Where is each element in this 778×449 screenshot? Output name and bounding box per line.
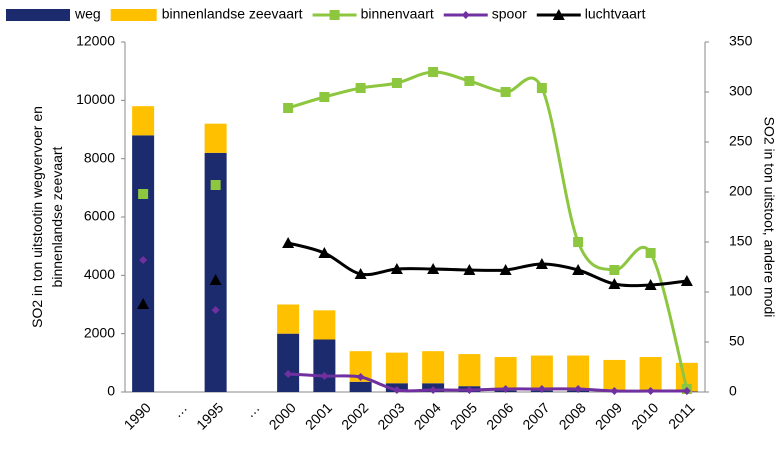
bar [277, 304, 300, 334]
legend-label: binnenvaart [361, 6, 434, 22]
bar [385, 352, 408, 384]
marker [320, 372, 329, 380]
marker [284, 370, 293, 378]
legend-label: luchtvaart [585, 6, 646, 22]
y-tick-label: 0 [107, 383, 115, 399]
marker [500, 87, 511, 97]
marker [645, 248, 656, 258]
legend-label: spoor [492, 6, 527, 22]
marker [139, 256, 148, 264]
marker [210, 180, 221, 190]
marker [464, 76, 475, 86]
bar [639, 357, 662, 392]
legend-swatch [6, 9, 70, 21]
marker [644, 279, 657, 290]
y-tick-label: 12000 [76, 33, 115, 49]
legend-label: weg [74, 6, 101, 22]
marker [318, 247, 331, 258]
bar [494, 357, 517, 391]
y-tick-label: 6000 [84, 208, 115, 224]
bar [349, 381, 372, 392]
y2-tick-label: 350 [729, 33, 753, 49]
marker [536, 83, 547, 93]
marker [535, 258, 548, 269]
y2-tick-label: 50 [729, 333, 745, 349]
y2-tick-label: 300 [729, 83, 753, 99]
marker [573, 237, 584, 247]
marker [329, 10, 340, 20]
marker [609, 265, 620, 275]
bar [458, 354, 481, 387]
bar [132, 106, 155, 136]
bar [277, 333, 300, 392]
marker [392, 386, 401, 394]
legend-label: binnenlandse zeevaart [162, 6, 303, 22]
y-tick-label: 2000 [84, 324, 115, 340]
marker [391, 78, 402, 88]
marker [137, 298, 150, 309]
marker [682, 387, 691, 395]
bar [313, 310, 336, 340]
marker [465, 386, 474, 394]
marker [680, 275, 693, 286]
marker [552, 9, 565, 20]
y2-tick-label: 250 [729, 133, 753, 149]
marker [646, 387, 655, 395]
marker [574, 385, 583, 393]
marker [463, 264, 476, 275]
marker [461, 11, 470, 19]
y2-tick-label: 200 [729, 183, 753, 199]
marker [537, 385, 546, 393]
marker [501, 385, 510, 393]
bar [567, 355, 590, 391]
marker [499, 264, 512, 275]
marker [319, 92, 330, 102]
bar [603, 359, 626, 392]
bar [204, 152, 227, 392]
marker [427, 263, 440, 274]
bar [204, 123, 227, 153]
marker [355, 83, 366, 93]
marker [211, 306, 220, 314]
y-tick-label: 8000 [84, 149, 115, 165]
bar [349, 351, 372, 382]
legend-swatch [110, 9, 157, 21]
y2-tick-label: 100 [729, 283, 753, 299]
marker [608, 278, 621, 289]
marker [138, 189, 149, 199]
bar [422, 351, 445, 384]
marker [354, 268, 367, 279]
marker [390, 263, 403, 274]
marker [209, 274, 222, 285]
bar [313, 339, 336, 392]
marker [283, 103, 294, 113]
y-axis-title: SO2 in ton uitstootin wegvervoer en binne… [29, 106, 65, 328]
marker [428, 67, 439, 77]
y-tick-label: 10000 [76, 91, 115, 107]
y2-tick-label: 0 [729, 383, 737, 399]
marker [429, 386, 438, 394]
marker [282, 237, 295, 248]
y2-tick-label: 150 [729, 233, 753, 249]
bar [530, 355, 553, 391]
y-tick-label: 4000 [84, 266, 115, 282]
marker [610, 387, 619, 395]
marker [572, 264, 585, 275]
marker [356, 373, 365, 381]
y2-axis-title: SO2 in ton uitstoot, andere modi [761, 117, 777, 318]
